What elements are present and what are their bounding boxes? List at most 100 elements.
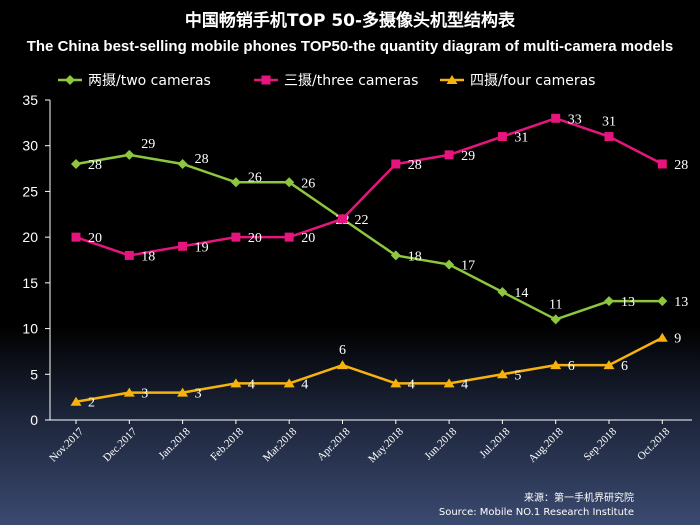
series-diamond: 28 29 28 26 26 22 18 17 14 11 13 13 (71, 137, 688, 325)
data-label: 31 (514, 131, 528, 146)
x-tick-label: Apr.2018 (315, 425, 353, 463)
x-tick-label: Jun.2018 (422, 425, 459, 462)
legend-marker (65, 75, 75, 85)
data-point (230, 177, 241, 188)
data-label: 3 (195, 387, 202, 402)
x-tick-label: Oct.2018 (635, 425, 673, 463)
data-label: 33 (568, 112, 582, 127)
data-point (497, 287, 508, 297)
data-label: 20 (248, 231, 262, 246)
legend-label: 三摄/three cameras (284, 73, 418, 89)
data-point (177, 159, 188, 169)
data-point (603, 360, 615, 370)
data-point (231, 232, 241, 242)
data-point (123, 387, 135, 397)
data-label: 28 (674, 158, 688, 173)
data-point (284, 232, 294, 242)
data-label: 28 (408, 158, 422, 173)
data-label: 4 (408, 377, 415, 392)
x-tick-label: Dec.2017 (101, 425, 140, 464)
y-tick-label: 20 (22, 229, 38, 245)
x-tick-label: May.2018 (366, 425, 406, 465)
data-label: 6 (621, 359, 628, 374)
data-label: 4 (461, 377, 468, 392)
y-tick-label: 30 (22, 138, 38, 154)
x-tick-label: Sep.2018 (581, 425, 619, 463)
data-label: 18 (141, 249, 155, 264)
data-label: 26 (301, 176, 315, 191)
x-tick-label: Jul.2018 (477, 425, 512, 460)
data-label: 9 (674, 332, 681, 347)
data-point (390, 250, 401, 261)
legend-label: 两摄/two cameras (88, 73, 211, 89)
data-label: 26 (248, 170, 262, 185)
data-point (390, 378, 402, 388)
data-label: 6 (339, 343, 346, 358)
legend: 两摄/two cameras 三摄/three cameras 四摄/four ca… (58, 73, 595, 89)
data-point (551, 113, 561, 123)
data-label: 31 (602, 115, 616, 130)
legend-item: 四摄/four cameras (440, 73, 595, 89)
y-tick-label: 35 (22, 92, 38, 108)
y-tick-label: 15 (22, 275, 38, 291)
data-point (177, 387, 189, 397)
data-point (550, 360, 562, 370)
data-label: 13 (674, 295, 688, 310)
data-label: 22 (355, 213, 369, 228)
data-label: 29 (141, 137, 155, 152)
data-point (124, 250, 134, 260)
x-tick-label: Mar.2018 (261, 425, 300, 464)
data-label: 20 (88, 231, 102, 246)
chart-subtitle: The China best-selling mobile phones TOP… (27, 38, 674, 55)
data-point (604, 132, 614, 142)
data-point (71, 232, 81, 242)
data-point (70, 396, 82, 406)
data-label: 11 (549, 297, 562, 312)
data-point (444, 150, 454, 160)
data-label: 5 (514, 368, 521, 383)
series-square: 20 18 19 20 20 22 28 29 31 33 31 28 (71, 112, 688, 264)
y-tick-label: 0 (30, 412, 38, 428)
source-en: Source: Mobile NO.1 Research Institute (439, 507, 634, 518)
data-point (656, 332, 668, 342)
data-point (444, 259, 455, 270)
y-tick-label: 25 (22, 183, 38, 199)
x-tick-label: Jan.2018 (156, 425, 193, 462)
data-point (443, 378, 455, 388)
data-point (657, 296, 668, 307)
data-point (178, 241, 188, 251)
data-label: 19 (195, 240, 209, 255)
data-point (71, 159, 81, 169)
data-label: 17 (461, 259, 475, 274)
legend-item: 三摄/three cameras (254, 73, 418, 89)
data-label: 6 (568, 359, 575, 374)
x-tick-label: Feb.2018 (208, 425, 246, 463)
data-point (283, 378, 295, 388)
data-label: 29 (461, 149, 475, 164)
chart-title: 中国畅销手机TOP 50-多摄像头机型结构表 (185, 10, 516, 31)
data-point (284, 177, 295, 188)
data-point (497, 132, 507, 142)
legend-marker (446, 75, 458, 84)
axes: 0 5 10 15 20 25 30 35 Nov.2017 Dec.2017 Jan.2018 Fe… (22, 92, 692, 465)
data-point (657, 159, 667, 169)
series-line (75, 336, 663, 403)
data-point (550, 314, 561, 325)
data-point (604, 296, 614, 307)
data-point (391, 159, 401, 169)
data-label: 3 (141, 387, 148, 402)
data-label: 2 (88, 396, 95, 411)
data-point (338, 214, 347, 224)
series-line (75, 153, 663, 321)
data-label: 13 (621, 295, 635, 310)
x-tick-label: Nov.2017 (47, 425, 86, 464)
data-label: 14 (514, 286, 528, 301)
data-label: 28 (195, 152, 209, 167)
data-label: 4 (301, 377, 308, 392)
data-label: 4 (248, 377, 255, 392)
data-point (124, 149, 135, 160)
legend-label: 四摄/four cameras (470, 73, 595, 89)
y-tick-label: 10 (22, 321, 38, 337)
source-cn: 来源：第一手机界研究院 (524, 491, 634, 504)
